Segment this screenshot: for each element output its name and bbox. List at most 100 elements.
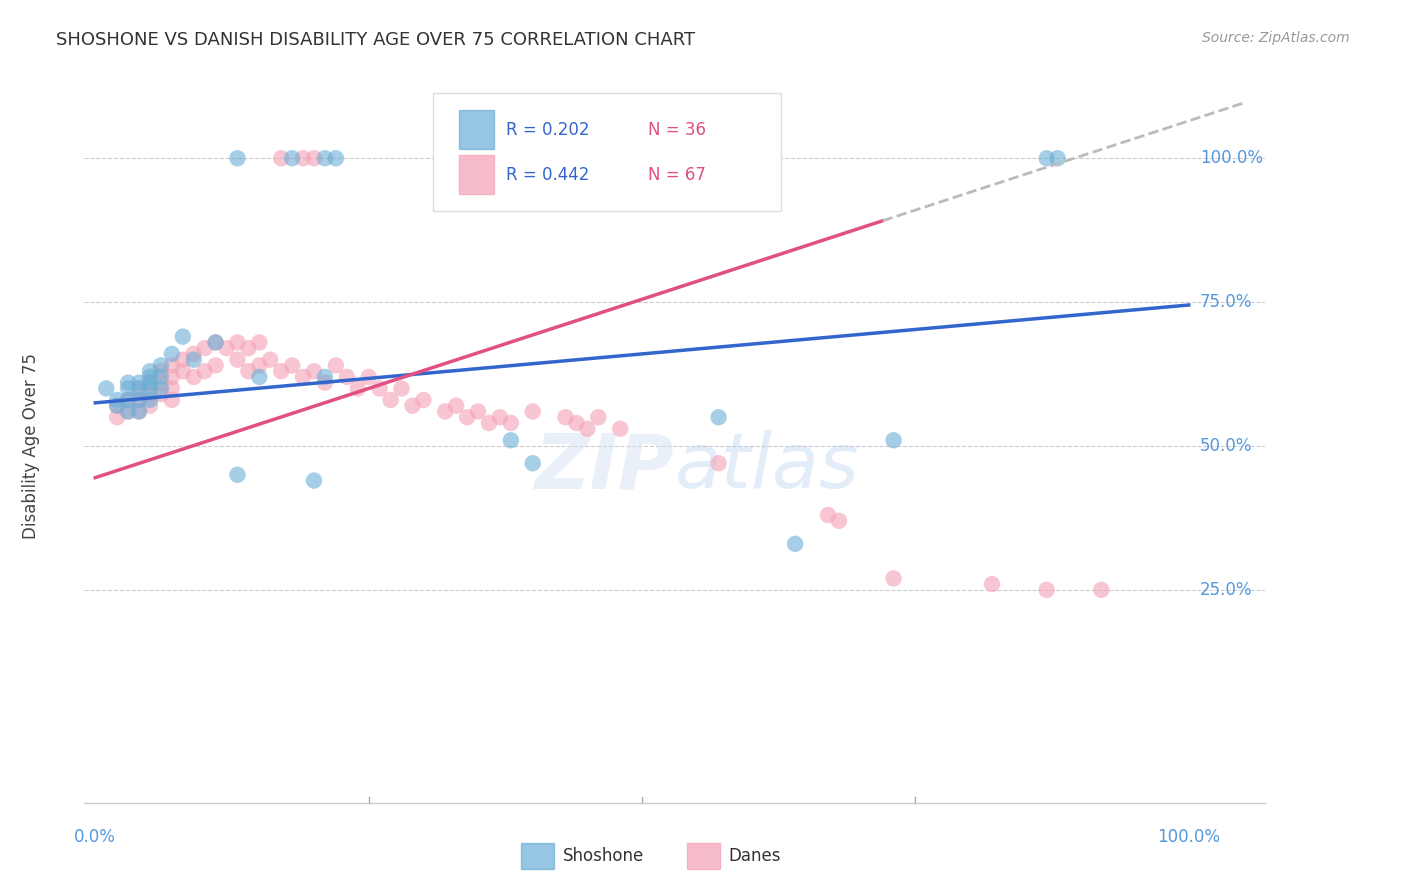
Point [499, 434, 522, 448]
Point [1035, 151, 1057, 165]
Point [183, 370, 205, 384]
Point [183, 347, 205, 361]
Point [105, 410, 128, 425]
Point [456, 410, 478, 425]
Point [522, 404, 544, 418]
Point [565, 416, 588, 430]
Point [554, 410, 576, 425]
Point [707, 410, 730, 425]
Point [172, 352, 194, 367]
Point [172, 364, 194, 378]
Text: N = 67: N = 67 [648, 166, 706, 184]
Point [105, 392, 128, 407]
Point [401, 399, 423, 413]
Point [149, 370, 172, 384]
Point [707, 456, 730, 470]
Text: 100.0%: 100.0% [1157, 828, 1220, 846]
Text: atlas: atlas [675, 431, 859, 504]
Point [117, 392, 139, 407]
Text: 0.0%: 0.0% [75, 828, 117, 846]
Point [247, 370, 270, 384]
Point [314, 151, 336, 165]
Point [1046, 151, 1069, 165]
Point [247, 359, 270, 373]
Point [380, 392, 402, 407]
Point [467, 404, 489, 418]
Point [128, 392, 150, 407]
Point [412, 392, 434, 407]
Point [128, 381, 150, 395]
Text: 75.0%: 75.0% [1199, 293, 1253, 311]
Text: Danes: Danes [728, 847, 780, 865]
Text: N = 36: N = 36 [648, 121, 706, 139]
Text: 25.0%: 25.0% [1199, 581, 1253, 599]
Point [292, 370, 315, 384]
Point [128, 376, 150, 390]
Point [149, 381, 172, 395]
Point [139, 387, 162, 401]
Point [128, 381, 150, 395]
Point [314, 376, 336, 390]
Point [204, 335, 226, 350]
Point [117, 376, 139, 390]
Point [204, 359, 226, 373]
Point [226, 151, 249, 165]
Point [226, 467, 249, 482]
Point [139, 364, 162, 378]
Point [368, 381, 391, 395]
Bar [522, 844, 554, 869]
Point [204, 335, 226, 350]
Point [96, 381, 118, 395]
Point [785, 537, 807, 551]
Bar [458, 111, 494, 150]
Point [1035, 582, 1057, 597]
Point [828, 514, 851, 528]
Point [883, 571, 905, 585]
Point [128, 392, 150, 407]
Point [160, 392, 183, 407]
Point [522, 456, 544, 470]
Text: R = 0.442: R = 0.442 [506, 166, 589, 184]
Point [149, 359, 172, 373]
Point [160, 359, 183, 373]
Point [292, 151, 315, 165]
Point [302, 151, 325, 165]
Point [489, 410, 512, 425]
Point [281, 151, 304, 165]
Point [247, 335, 270, 350]
Point [883, 434, 905, 448]
Point [139, 392, 162, 407]
Point [817, 508, 839, 522]
Point [149, 387, 172, 401]
Point [226, 335, 249, 350]
Point [336, 370, 359, 384]
Point [149, 364, 172, 378]
Point [238, 364, 260, 378]
Point [588, 410, 610, 425]
Bar [458, 155, 494, 194]
Point [183, 352, 205, 367]
Point [270, 364, 292, 378]
Point [444, 399, 467, 413]
Point [117, 404, 139, 418]
Point [128, 404, 150, 418]
Point [160, 370, 183, 384]
Point [346, 381, 368, 395]
Point [139, 376, 162, 390]
Point [1090, 582, 1112, 597]
FancyBboxPatch shape [433, 93, 782, 211]
Point [139, 376, 162, 390]
Point [434, 404, 457, 418]
Point [194, 364, 217, 378]
Point [128, 404, 150, 418]
Text: R = 0.202: R = 0.202 [506, 121, 589, 139]
Point [576, 422, 599, 436]
Point [325, 359, 347, 373]
Point [302, 474, 325, 488]
Text: SHOSHONE VS DANISH DISABILITY AGE OVER 75 CORRELATION CHART: SHOSHONE VS DANISH DISABILITY AGE OVER 7… [56, 31, 696, 49]
Point [609, 422, 631, 436]
Point [117, 404, 139, 418]
Point [215, 341, 238, 355]
Point [499, 416, 522, 430]
Point [117, 381, 139, 395]
